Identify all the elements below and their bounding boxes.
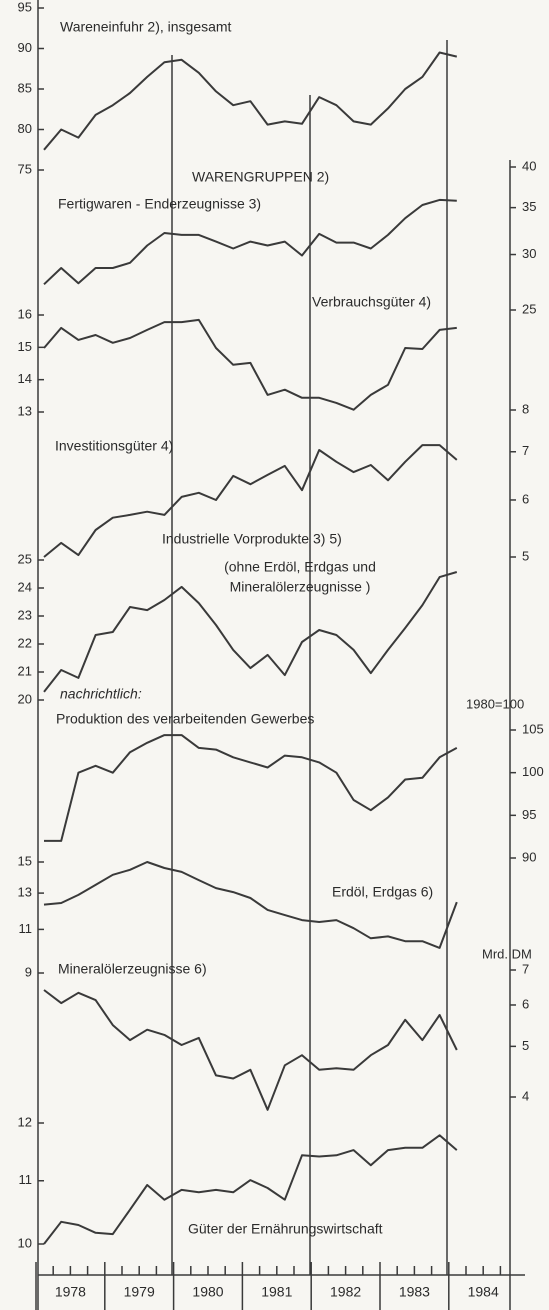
y-tick-label: 11 [19, 1172, 33, 1187]
x-tick-label: 1982 [330, 1284, 361, 1300]
series-label: Produktion des verarbeitenden Gewerbes [56, 711, 314, 727]
y-tick-label: 15 [18, 853, 32, 868]
y-tick-label: 5 [522, 548, 529, 563]
y-tick-label: 75 [18, 161, 32, 176]
series-line [43, 1134, 458, 1245]
unit-label: Mrd. DM [482, 946, 532, 961]
series-line [43, 51, 458, 151]
x-tick-label: 1984 [468, 1284, 499, 1300]
series-subtitle: (ohne Erdöl, Erdgas und [224, 559, 376, 575]
y-tick-label: 15 [18, 339, 32, 354]
x-tick-label: 1978 [55, 1284, 86, 1300]
x-tick-label: 1981 [261, 1284, 292, 1300]
y-tick-label: 35 [522, 199, 536, 214]
series-line [43, 318, 457, 411]
y-tick-label: 23 [18, 607, 32, 622]
series-line [43, 444, 458, 558]
heading: WARENGRUPPEN 2) [192, 169, 329, 185]
series-label: Fertigwaren - Enderzeugnisse 3) [58, 196, 261, 212]
y-tick-label: 80 [18, 121, 32, 136]
y-tick-label: 6 [522, 491, 529, 506]
series-line [44, 734, 458, 842]
y-tick-label: 90 [522, 849, 536, 864]
y-tick-label: 95 [18, 0, 32, 14]
y-tick-label: 10 [18, 1235, 32, 1250]
y-tick-label: 30 [522, 246, 536, 261]
series-line [43, 198, 457, 286]
x-tick-label: 1979 [124, 1284, 155, 1300]
y-tick-label: 22 [18, 635, 32, 650]
y-tick-label: 85 [18, 80, 32, 95]
series-label: Wareneinfuhr 2), insgesamt [60, 19, 232, 35]
y-tick-label: 11 [19, 921, 33, 936]
y-tick-label: 7 [522, 961, 529, 976]
series-label: Erdöl, Erdgas 6) [332, 884, 433, 900]
y-tick-label: 14 [18, 371, 32, 386]
series-label: Investitionsgüter 4) [55, 438, 173, 454]
y-tick-label: 20 [18, 691, 32, 706]
series-label: Güter der Ernährungswirtschaft [188, 1221, 383, 1237]
x-tick-label: 1980 [192, 1284, 223, 1300]
y-tick-label: 100 [522, 764, 544, 779]
unit-label: 1980=100 [466, 696, 524, 711]
note: nachrichtlich: [60, 686, 142, 702]
y-tick-label: 40 [522, 158, 536, 173]
y-tick-label: 90 [18, 40, 32, 55]
series-line [43, 571, 458, 693]
series-label: Verbrauchsgüter 4) [312, 294, 431, 310]
y-tick-label: 13 [18, 403, 32, 418]
series-line [43, 989, 458, 1111]
y-tick-label: 21 [18, 663, 32, 678]
y-tick-label: 5 [522, 1038, 529, 1053]
y-tick-label: 8 [522, 401, 529, 416]
series-label: Industrielle Vorprodukte 3) 5) [162, 531, 342, 547]
y-tick-label: 95 [522, 807, 536, 822]
y-tick-label: 25 [18, 551, 32, 566]
y-tick-label: 12 [18, 1114, 32, 1129]
y-tick-label: 7 [522, 443, 529, 458]
y-tick-label: 4 [522, 1088, 529, 1103]
y-tick-label: 25 [522, 301, 536, 316]
y-tick-label: 13 [18, 885, 32, 900]
series-subtitle: Mineralölerzeugnisse ) [230, 579, 371, 595]
y-tick-label: 9 [25, 964, 32, 979]
y-tick-label: 105 [522, 721, 544, 736]
x-tick-label: 1983 [399, 1284, 430, 1300]
y-tick-label: 24 [18, 579, 32, 594]
y-tick-label: 16 [18, 306, 32, 321]
series-line [43, 861, 458, 949]
series-label: Mineralölerzeugnisse 6) [58, 961, 207, 977]
y-tick-label: 6 [522, 996, 529, 1011]
